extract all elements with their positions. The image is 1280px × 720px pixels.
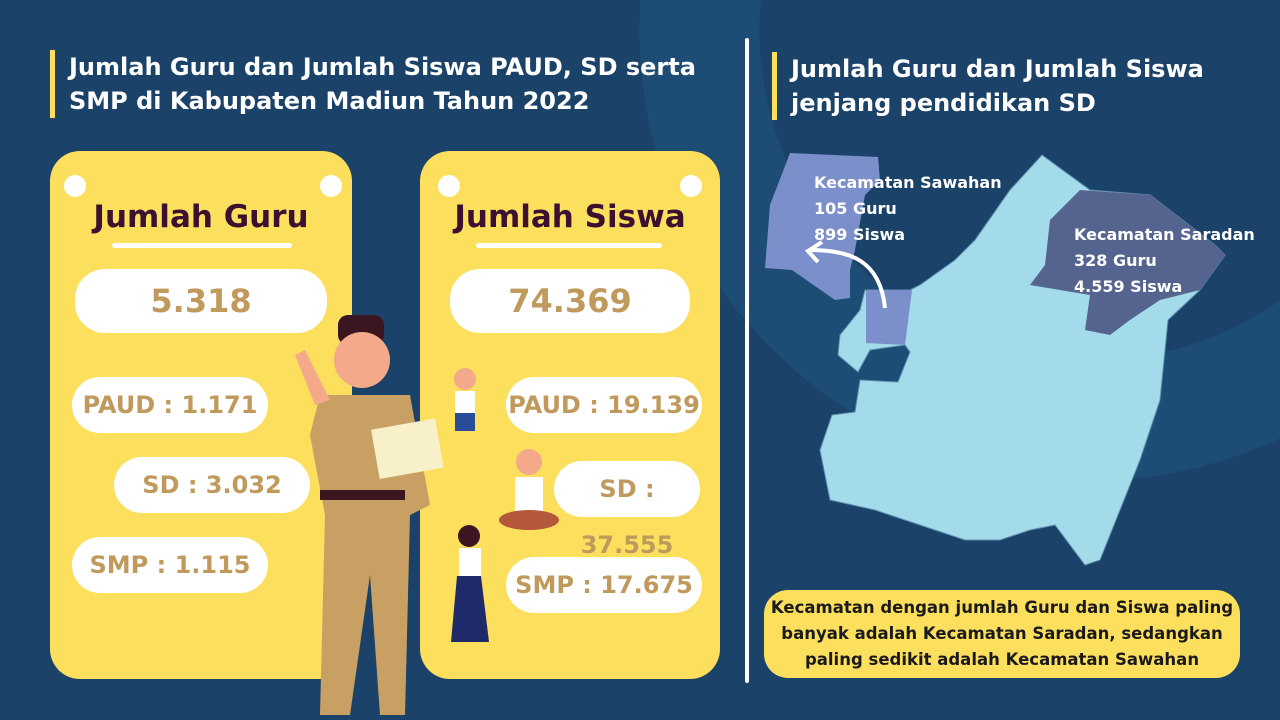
siswa-paud: PAUD : 19.139 (506, 377, 702, 433)
guru-paud: PAUD : 1.171 (72, 377, 268, 433)
madiun-map (765, 153, 1226, 566)
siswa-heading: Jumlah Siswa (454, 199, 686, 235)
siswa-sd: SD : 37.555 (554, 461, 700, 559)
sawahan-siswa: 899 Siswa (814, 225, 906, 244)
saradan-label: Kecamatan Saradan 328 Guru 4.559 Siswa (1074, 222, 1255, 300)
siswa-total: 74.369 (450, 269, 690, 333)
map-region-saradan (1030, 190, 1225, 335)
guru-heading: Jumlah Guru (93, 199, 309, 235)
heading-underline (476, 243, 662, 248)
sawahan-guru: 105 Guru (814, 199, 897, 218)
arrow-icon (804, 240, 887, 309)
map-region-sawahan (866, 290, 912, 345)
guru-sd: SD : 3.032 (114, 457, 310, 513)
map-region-sawahan (765, 153, 880, 300)
card-hole (64, 175, 86, 197)
sawahan-label: Kecamatan Sawahan 105 Guru 899 Siswa (814, 170, 1002, 248)
saradan-siswa: 4.559 Siswa (1074, 277, 1183, 296)
sawahan-name: Kecamatan Sawahan (814, 173, 1002, 192)
guru-card: Jumlah Guru 5.318 PAUD : 1.171 SD : 3.03… (50, 151, 352, 679)
card-hole (680, 175, 702, 197)
card-hole (320, 175, 342, 197)
student-boy-illustration (454, 368, 476, 431)
student-girl-illustration (451, 525, 489, 642)
saradan-name: Kecamatan Saradan (1074, 225, 1255, 244)
summary-note: Kecamatan dengan jumlah Guru dan Siswa p… (764, 590, 1240, 678)
guru-total: 5.318 (75, 269, 327, 333)
left-title: Jumlah Guru dan Jumlah Siswa PAUD, SD se… (50, 50, 710, 118)
saradan-guru: 328 Guru (1074, 251, 1157, 270)
divider (745, 38, 749, 683)
student-reading-illustration (499, 449, 559, 530)
card-hole (438, 175, 460, 197)
heading-underline (112, 243, 292, 248)
teacher-illustration (295, 315, 444, 715)
siswa-smp: SMP : 17.675 (506, 557, 702, 613)
guru-smp: SMP : 1.115 (72, 537, 268, 593)
right-title: Jumlah Guru dan Jumlah Siswa jenjang pen… (772, 52, 1222, 120)
